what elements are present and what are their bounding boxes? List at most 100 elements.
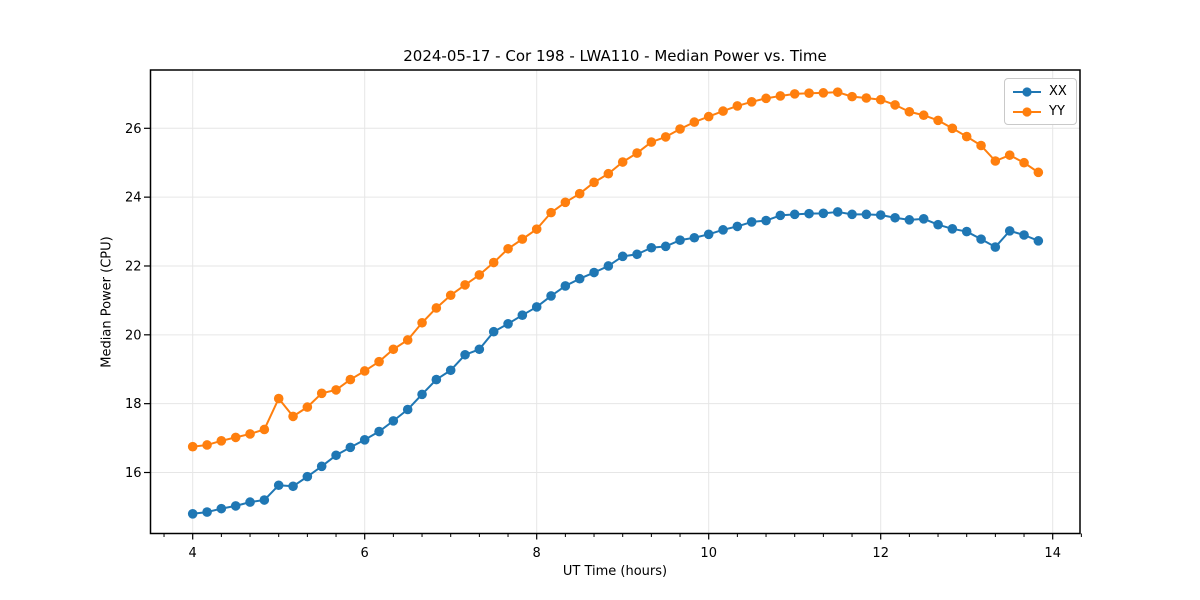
series-yy-point (531, 224, 542, 234)
legend-line-marker-xx-icon (1013, 86, 1041, 97)
x-tick-label: 14 (1044, 546, 1061, 561)
series-xx-point (560, 281, 571, 291)
chart-title: 2024-05-17 - Cor 198 - LWA110 - Median P… (403, 47, 827, 65)
x-tick-label: 10 (700, 546, 717, 561)
series-yy-point (331, 385, 341, 395)
series-yy-point (632, 148, 642, 158)
series-yy-point (359, 366, 370, 376)
series-yy-point (689, 117, 700, 127)
x-tick-label: 6 (361, 546, 369, 561)
series-xx-point (832, 207, 843, 217)
series-yy-point (904, 106, 915, 117)
series-yy-point (746, 97, 757, 107)
x-tick-label: 8 (533, 546, 541, 561)
series-yy-point (703, 111, 714, 122)
series-xx-point (632, 249, 642, 260)
x-tick-label: 12 (872, 546, 889, 561)
series-yy-point (388, 344, 399, 355)
series-yy-point (818, 88, 829, 98)
series-yy-point (216, 436, 227, 446)
y-axis-label: Median Power (CPU) (99, 236, 115, 368)
series-xx-point (890, 212, 900, 223)
series-xx-point (431, 374, 442, 385)
series-yy-point (245, 429, 255, 439)
series-yy-point (417, 317, 427, 328)
series-xx-point (1004, 226, 1015, 236)
series-xx-point (187, 509, 198, 519)
series-xx-point (775, 210, 786, 221)
series-xx-point (646, 242, 657, 253)
series-xx-point (474, 344, 485, 355)
series-xx-point (460, 349, 470, 360)
series-yy-point (273, 393, 284, 404)
series-xx-point (316, 461, 327, 472)
series-xx-point (374, 426, 384, 437)
series-xx-point (617, 251, 628, 262)
series-xx-point (961, 226, 972, 237)
series-xx-point (933, 219, 943, 230)
series-xx-point (531, 302, 542, 312)
series-xx-point (402, 404, 413, 415)
series-yy-point (503, 243, 513, 254)
series-yy-point (402, 335, 413, 345)
series-yy-point (789, 89, 800, 99)
series-yy-point (832, 87, 843, 97)
series-yy-point (961, 131, 972, 142)
series-xx-point (746, 217, 757, 227)
series-xx-point (216, 503, 227, 514)
series-yy-point (589, 177, 599, 188)
series-yy-point (775, 91, 786, 101)
series-yy-point (546, 207, 556, 218)
legend-item-yy: YY (1012, 103, 1067, 120)
series-yy-point (302, 402, 313, 412)
series-yy-point (202, 440, 212, 450)
series-xx-point (660, 241, 671, 252)
series-yy-point (732, 101, 743, 111)
series-xx-point (703, 229, 714, 240)
series-yy-point (1004, 150, 1015, 160)
series-xx-point (388, 416, 399, 426)
series-yy-point (761, 93, 771, 104)
series-xx-point (990, 242, 1001, 252)
x-axis-label: UT Time (hours) (562, 564, 668, 579)
series-xx-point (904, 215, 915, 225)
series-xx-point (804, 208, 814, 219)
series-xx-point (947, 224, 958, 234)
series-xx-point (245, 497, 255, 507)
y-tick-label: 20 (125, 328, 142, 343)
series-yy-point (230, 432, 241, 443)
series-yy-point (488, 257, 499, 268)
series-yy-point (660, 132, 671, 142)
series-xx-point (689, 232, 700, 243)
series-yy-point (345, 374, 356, 385)
series-yy-point (646, 137, 657, 147)
series-yy-point (718, 106, 728, 116)
series-xx-point (517, 310, 528, 321)
series-yy-point (990, 156, 1001, 166)
y-tick-label: 16 (125, 466, 142, 481)
series-xx-point (273, 480, 284, 491)
legend-line-marker-yy-icon (1013, 106, 1041, 117)
series-xx-point (202, 507, 212, 517)
series-xx-point (574, 273, 585, 284)
series-xx-point (503, 319, 513, 329)
series-xx-point (761, 215, 771, 226)
legend: XX YY (1004, 78, 1077, 125)
series-yy-point (374, 356, 384, 367)
series-xx-point (488, 326, 499, 337)
series-yy-point (445, 290, 456, 301)
series-yy-point (517, 234, 528, 244)
series-xx-point (875, 210, 886, 220)
series-xx-point (417, 389, 427, 400)
series-xx-point (445, 365, 456, 376)
series-yy-point (460, 280, 470, 290)
x-tick-label: 4 (189, 546, 197, 561)
y-tick-label: 26 (125, 122, 142, 137)
series-xx-point (230, 501, 241, 511)
series-yy-point (431, 303, 442, 313)
series-xx-point (976, 234, 986, 244)
series-yy-point (918, 110, 929, 121)
axes-spines (149, 69, 1081, 535)
